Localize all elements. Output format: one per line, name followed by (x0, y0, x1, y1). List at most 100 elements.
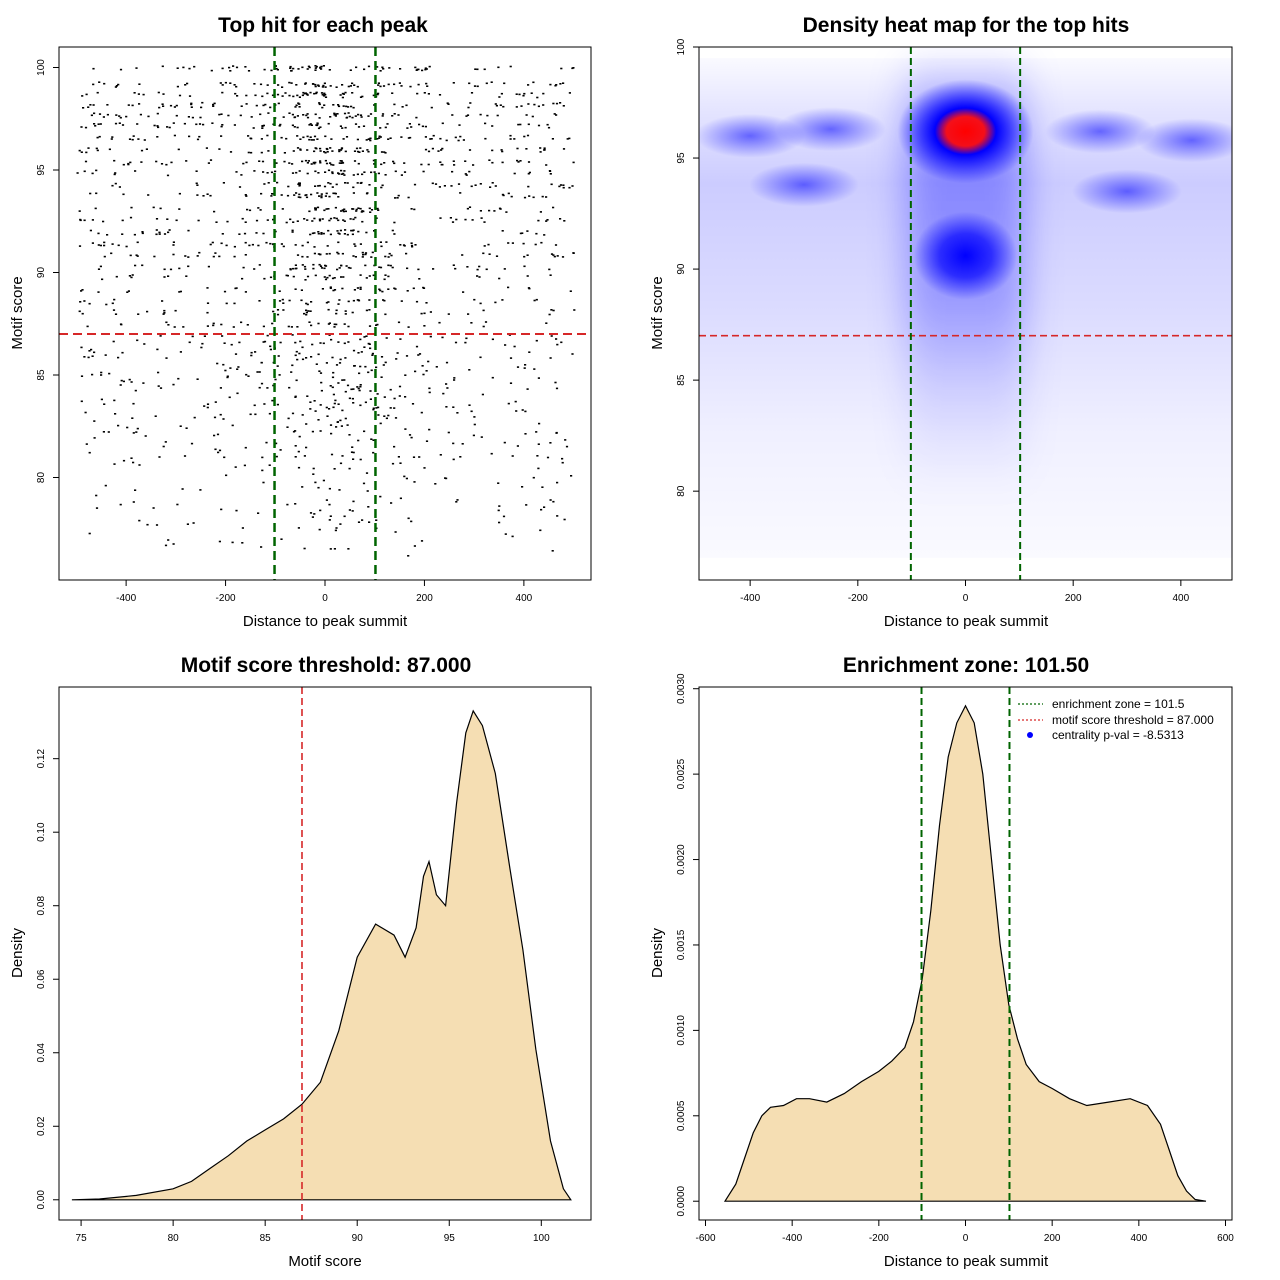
scatter-point (568, 137, 571, 140)
scatter-point (320, 389, 323, 392)
y-tick-label: 0.12 (36, 749, 47, 769)
scatter-point (325, 162, 329, 165)
scatter-point (394, 197, 397, 199)
scatter-point (549, 274, 552, 276)
legend-entry-zone: enrichment zone = 101.5 (1052, 697, 1185, 711)
scatter-point (313, 513, 316, 515)
scatter-point (377, 406, 380, 409)
scatter-point (552, 309, 555, 312)
scatter-point (323, 209, 326, 212)
scatter-point (324, 86, 327, 88)
scatter-point (366, 192, 369, 194)
scatter-point (379, 127, 382, 129)
scatter-point (406, 127, 409, 129)
scatter-point (258, 160, 261, 162)
scatter-point (464, 341, 467, 344)
scatter-point (176, 85, 179, 88)
scatter-point (518, 93, 521, 96)
scatter-point (483, 221, 486, 223)
scatter-point (318, 103, 321, 106)
scatter-point (294, 267, 297, 270)
scatter-point (78, 210, 81, 212)
scatter-point (282, 302, 285, 304)
scatter-point (391, 266, 394, 269)
scatter-point (509, 357, 513, 359)
scatter-point (351, 208, 354, 210)
scatter-point (452, 160, 455, 162)
scatter-point (79, 219, 82, 222)
scatter-point (267, 182, 270, 184)
scatter-point (271, 94, 275, 97)
scatter-point (117, 424, 120, 427)
scatter-point (276, 181, 279, 184)
scatter-point (320, 267, 324, 269)
scatter-point (99, 123, 102, 125)
scatter-point (519, 160, 522, 162)
scatter-point (384, 361, 387, 364)
scatter-point (158, 106, 161, 109)
scatter-point (494, 103, 497, 105)
scatter-point (498, 96, 501, 98)
scatter-point (335, 217, 338, 220)
scatter-point (356, 287, 359, 289)
scatter-point (247, 135, 250, 137)
scatter-point (313, 92, 316, 95)
y-tick-label: 100 (36, 59, 47, 76)
scatter-point (314, 207, 317, 210)
scatter-point (429, 335, 432, 338)
scatter-point (319, 342, 322, 344)
x-tick-label: 0 (322, 593, 328, 604)
scatter-point (222, 363, 225, 366)
scatter-point (279, 449, 282, 451)
scatter-point (369, 139, 372, 142)
scatter-point (89, 192, 92, 195)
scatter-point (456, 499, 459, 501)
scatter-point (263, 277, 266, 280)
scatter-point (234, 353, 238, 355)
scatter-point (372, 94, 375, 97)
scatter-point (314, 185, 317, 187)
scatter-point (496, 114, 499, 117)
scatter-point (80, 151, 83, 153)
scatter-point (320, 193, 323, 195)
scatter-point (376, 393, 379, 395)
scatter-point (266, 219, 269, 221)
scatter-point (367, 65, 371, 68)
scatter-point (329, 286, 332, 288)
scatter-point (288, 112, 291, 114)
scatter-point (382, 364, 385, 366)
scatter-point (310, 324, 313, 327)
density-area (71, 709, 572, 1201)
scatter-point (257, 244, 260, 247)
scatter-point (304, 159, 308, 162)
scatter-point (452, 442, 455, 445)
y-tick-label: 0.0000 (676, 1185, 687, 1216)
scatter-point (527, 185, 530, 188)
scatter-point (168, 229, 171, 231)
scatter-point (517, 123, 520, 126)
scatter-point (513, 345, 516, 348)
scatter-point (335, 312, 338, 315)
scatter-point (335, 364, 339, 366)
scatter-point (393, 83, 396, 86)
scatter-point (232, 65, 235, 67)
scatter-point (78, 310, 81, 313)
scatter-point (349, 85, 352, 87)
scatter-point (98, 81, 101, 83)
scatter-point (280, 243, 283, 245)
scatter-point (379, 85, 382, 88)
scatter-point (329, 217, 333, 220)
scatter-point (341, 287, 344, 290)
x-tick-label: -400 (782, 1233, 802, 1244)
scatter-point (247, 151, 250, 154)
scatter-point (292, 430, 296, 433)
scatter-point (345, 136, 349, 138)
scatter-point (233, 255, 236, 258)
scatter-point (526, 254, 529, 256)
scatter-point (341, 96, 344, 99)
scatter-point (528, 171, 531, 174)
scatter-point (128, 378, 131, 381)
scatter-point (335, 323, 338, 326)
scatter-point (474, 68, 477, 70)
x-tick-label: -200 (216, 593, 236, 604)
